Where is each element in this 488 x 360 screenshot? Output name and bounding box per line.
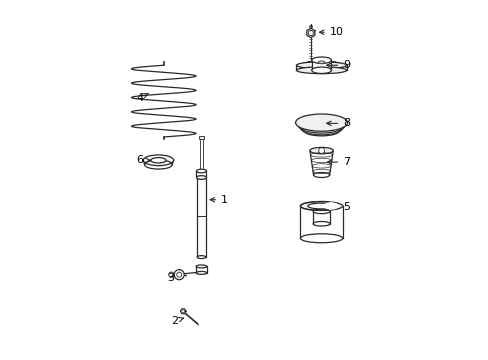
Ellipse shape (296, 62, 346, 69)
Text: 1: 1 (210, 195, 228, 205)
Bar (196, 266, 206, 273)
Ellipse shape (151, 158, 165, 163)
Ellipse shape (311, 67, 331, 73)
Ellipse shape (323, 202, 338, 210)
Ellipse shape (197, 176, 205, 179)
Ellipse shape (196, 176, 206, 179)
Ellipse shape (196, 271, 206, 274)
Text: 2: 2 (171, 316, 183, 326)
Ellipse shape (296, 67, 346, 74)
Ellipse shape (300, 202, 342, 211)
Text: 5: 5 (327, 202, 349, 212)
Ellipse shape (312, 221, 329, 226)
Ellipse shape (196, 169, 206, 173)
Polygon shape (306, 28, 314, 38)
Ellipse shape (298, 118, 344, 133)
Ellipse shape (295, 114, 347, 131)
Text: 7: 7 (327, 157, 349, 167)
Bar (312, 211, 329, 224)
Ellipse shape (300, 234, 342, 243)
Ellipse shape (318, 61, 324, 64)
Bar (311, 60, 331, 70)
Text: 10: 10 (319, 27, 343, 37)
Text: 3: 3 (167, 273, 180, 283)
Circle shape (318, 148, 324, 153)
Text: 8: 8 (326, 118, 349, 128)
Ellipse shape (303, 125, 339, 136)
Bar (197, 177, 205, 257)
Ellipse shape (197, 256, 205, 258)
Text: 4: 4 (136, 93, 148, 103)
Text: 6: 6 (136, 155, 150, 165)
Bar (196, 171, 206, 177)
Ellipse shape (143, 155, 173, 166)
Ellipse shape (196, 265, 206, 268)
Circle shape (174, 270, 184, 280)
Ellipse shape (301, 122, 342, 135)
Text: 9: 9 (326, 60, 349, 70)
Ellipse shape (307, 203, 335, 209)
Ellipse shape (311, 57, 331, 63)
Ellipse shape (312, 209, 329, 213)
Bar (199, 136, 203, 139)
Ellipse shape (313, 172, 329, 177)
Ellipse shape (309, 147, 333, 154)
